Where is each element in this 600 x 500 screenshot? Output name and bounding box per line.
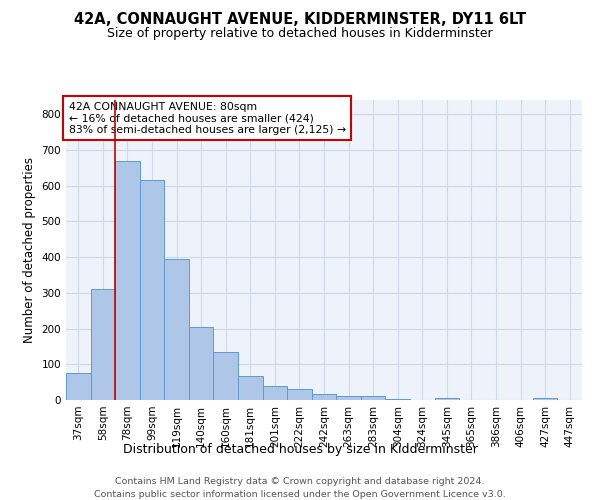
Bar [336,396,361,400]
Text: Contains HM Land Registry data © Crown copyright and database right 2024.: Contains HM Land Registry data © Crown c… [115,478,485,486]
Text: Contains public sector information licensed under the Open Government Licence v3: Contains public sector information licen… [94,490,506,499]
Text: 42A CONNAUGHT AVENUE: 80sqm
← 16% of detached houses are smaller (424)
83% of se: 42A CONNAUGHT AVENUE: 80sqm ← 16% of det… [68,102,346,134]
Bar [263,386,287,400]
Bar [140,180,164,400]
Bar [238,376,263,400]
Bar [361,396,385,400]
Bar [434,398,459,400]
Bar [66,373,91,400]
Bar [91,288,115,400]
Bar [164,259,189,400]
Bar [214,352,238,400]
Bar [287,388,312,400]
Bar [385,398,410,400]
Y-axis label: Number of detached properties: Number of detached properties [23,157,36,343]
Text: Distribution of detached houses by size in Kidderminster: Distribution of detached houses by size … [122,442,478,456]
Bar [533,398,557,400]
Bar [189,327,214,400]
Bar [312,394,336,400]
Text: Size of property relative to detached houses in Kidderminster: Size of property relative to detached ho… [107,28,493,40]
Text: 42A, CONNAUGHT AVENUE, KIDDERMINSTER, DY11 6LT: 42A, CONNAUGHT AVENUE, KIDDERMINSTER, DY… [74,12,526,28]
Bar [115,162,140,400]
